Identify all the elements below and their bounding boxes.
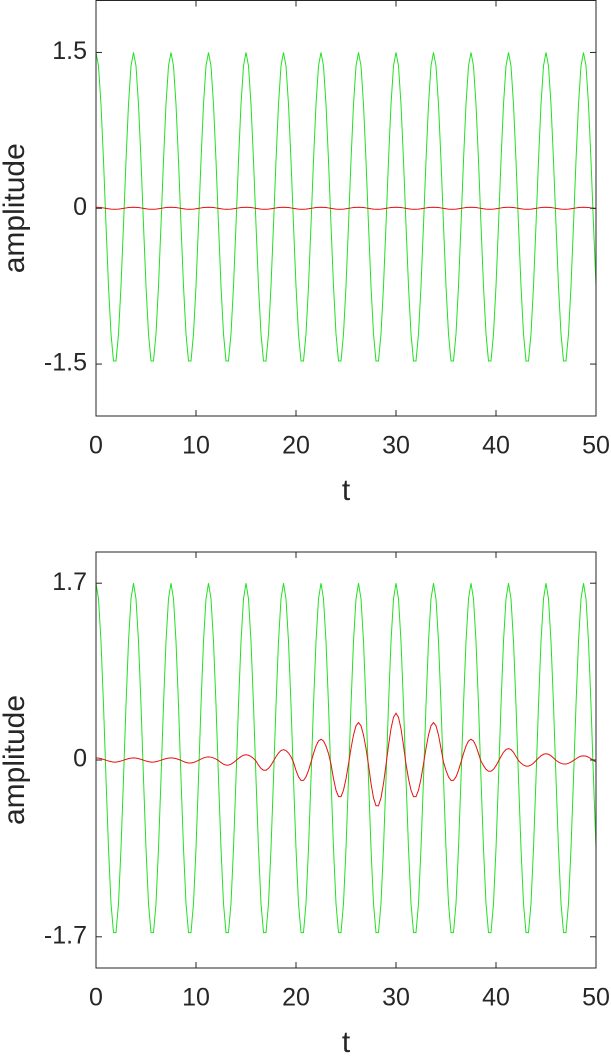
y-axis-label: amplitude bbox=[0, 143, 31, 273]
y-tick-label: 0 bbox=[73, 745, 87, 773]
data-line bbox=[95, 583, 597, 934]
x-tick-label: 0 bbox=[89, 984, 103, 1012]
y-axis-label: amplitude bbox=[0, 695, 31, 825]
y-tick-label: -1.5 bbox=[44, 349, 87, 377]
y-tick-label: 0 bbox=[73, 193, 87, 221]
x-axis-label: t bbox=[342, 1026, 351, 1056]
x-axis-label: t bbox=[342, 474, 351, 507]
x-tick-label: 50 bbox=[582, 984, 610, 1012]
data-line bbox=[95, 52, 597, 362]
y-tick-label: -1.7 bbox=[44, 921, 87, 949]
x-tick-label: 50 bbox=[582, 432, 610, 460]
x-tick-label: 30 bbox=[382, 984, 410, 1012]
x-tick-label: 0 bbox=[89, 432, 103, 460]
y-tick-label: 1.5 bbox=[52, 37, 87, 65]
data-line bbox=[95, 712, 597, 807]
x-tick-label: 40 bbox=[482, 984, 510, 1012]
x-tick-label: 20 bbox=[282, 432, 310, 460]
x-tick-label: 10 bbox=[182, 984, 210, 1012]
data-line bbox=[95, 206, 597, 210]
x-tick-label: 20 bbox=[282, 984, 310, 1012]
x-tick-label: 10 bbox=[182, 432, 210, 460]
plot-area bbox=[96, 552, 596, 968]
x-tick-label: 30 bbox=[382, 432, 410, 460]
x-tick-label: 40 bbox=[482, 432, 510, 460]
plot-area bbox=[96, 0, 596, 416]
y-tick-label: 1.7 bbox=[52, 568, 87, 596]
